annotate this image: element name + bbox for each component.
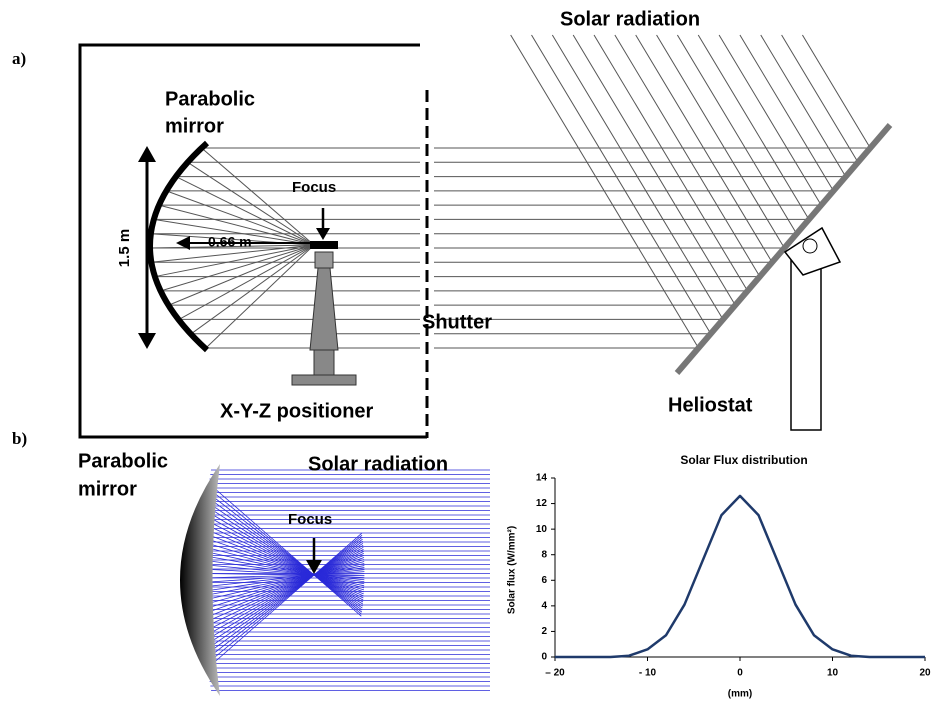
label: Focus xyxy=(292,179,336,196)
positioner-base xyxy=(292,375,356,385)
x-tick-label: - 10 xyxy=(639,668,657,679)
y-tick-label: 4 xyxy=(541,600,547,611)
flux-line xyxy=(555,496,925,657)
ray xyxy=(191,245,314,334)
ray xyxy=(698,35,809,219)
positioner-stem xyxy=(314,350,334,375)
heliostat-post xyxy=(791,255,821,430)
label: 1.5 m xyxy=(116,229,133,267)
ray xyxy=(636,35,772,262)
y-tick-label: 10 xyxy=(536,524,548,535)
chart-title: Solar Flux distribution xyxy=(680,453,807,467)
ray xyxy=(594,35,748,291)
ray xyxy=(161,245,314,291)
ray xyxy=(573,35,735,305)
ray xyxy=(155,245,314,277)
y-tick-label: 2 xyxy=(541,626,547,637)
label: Shutter xyxy=(422,311,492,333)
panel-label: a) xyxy=(12,49,26,68)
label: Solar radiation xyxy=(308,453,448,475)
label: mirror xyxy=(78,478,137,500)
panel-label: b) xyxy=(12,429,27,448)
label: X-Y-Z positioner xyxy=(220,400,374,422)
label: Focus xyxy=(288,511,332,528)
ray xyxy=(179,245,314,319)
ray xyxy=(657,35,785,248)
ray xyxy=(206,245,314,348)
x-tick-label: – 20 xyxy=(545,668,565,679)
flux-chart: Solar Flux distribution Solar flux (W/mm… xyxy=(507,453,931,699)
y-tick-label: 8 xyxy=(541,549,547,560)
y-tick-label: 0 xyxy=(541,652,547,663)
pivot xyxy=(803,239,817,253)
positioner-head xyxy=(315,252,333,268)
label: 0.66 m xyxy=(208,234,252,250)
rays xyxy=(150,35,870,348)
ray xyxy=(802,35,870,148)
y-axis-label: Solar flux (W/mm²) xyxy=(507,526,518,614)
ray xyxy=(740,35,834,191)
x-tick-label: 10 xyxy=(827,668,839,679)
positioner-tower xyxy=(310,268,338,350)
label: mirror xyxy=(165,115,224,137)
ray xyxy=(761,35,846,177)
label: Solar radiation xyxy=(560,8,700,30)
figure: a) Solar radiation Parabolic mirror Focu… xyxy=(0,0,934,703)
y-tick-label: 14 xyxy=(536,473,548,484)
label: Heliostat xyxy=(668,394,753,416)
parabolic-mirror xyxy=(180,464,220,696)
ray xyxy=(719,35,821,205)
ray xyxy=(169,245,314,305)
x-tick-label: 20 xyxy=(919,668,931,679)
ray xyxy=(511,35,699,348)
label: Parabolic xyxy=(165,88,255,110)
target xyxy=(310,241,338,249)
ray xyxy=(615,35,760,277)
x-axis-label: (mm) xyxy=(728,689,752,700)
ray xyxy=(188,162,314,245)
label: Parabolic xyxy=(78,450,168,472)
y-tick-label: 6 xyxy=(541,575,547,586)
rays xyxy=(202,470,490,691)
ray xyxy=(782,35,858,162)
y-tick-label: 12 xyxy=(536,498,548,509)
x-tick-label: 0 xyxy=(737,668,743,679)
